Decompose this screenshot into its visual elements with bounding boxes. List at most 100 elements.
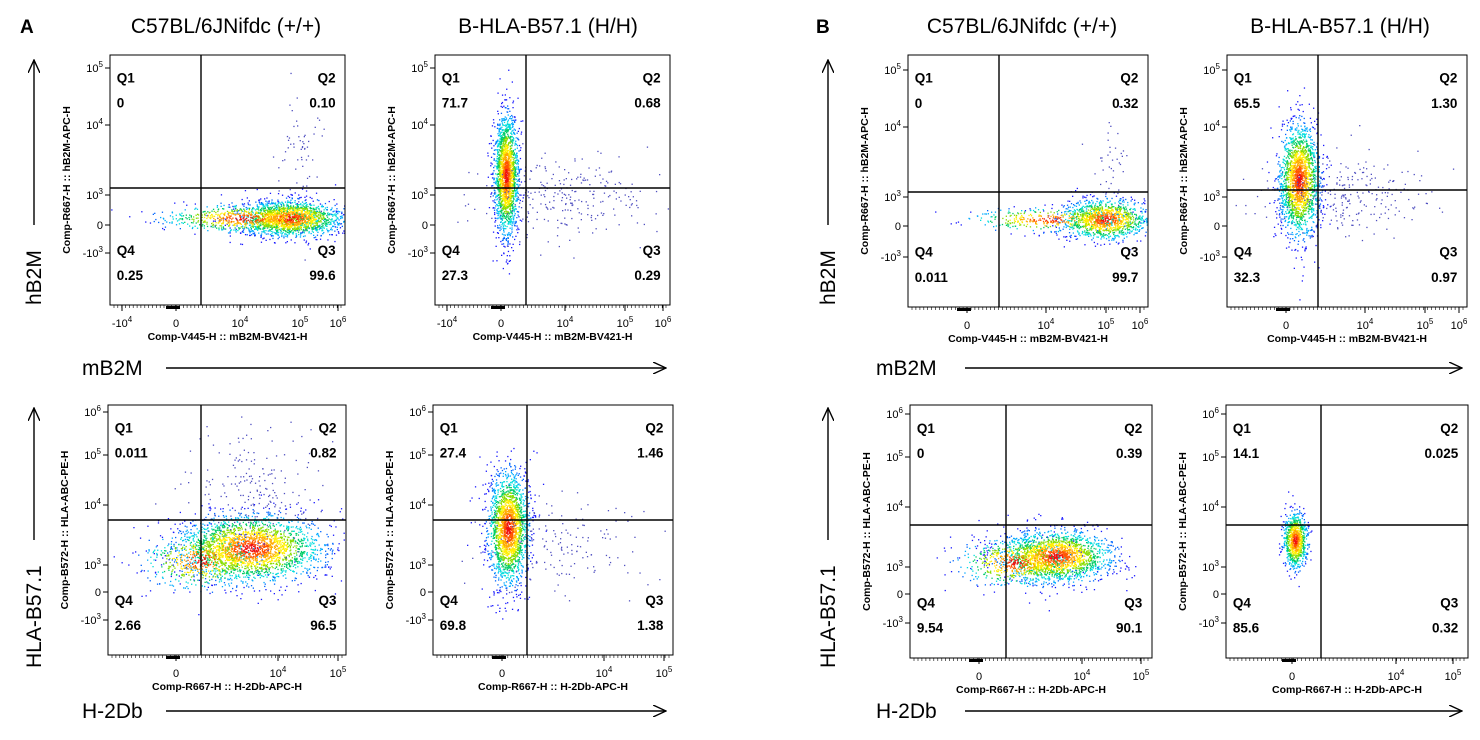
quadrant-label-q2: Q2 <box>645 421 663 436</box>
quadrant-value-q1: 14.1 <box>1233 446 1260 461</box>
x-tick-label: 0 <box>964 320 970 332</box>
y-tick-label: 103 <box>886 559 903 574</box>
event-cloud <box>111 72 345 261</box>
plot-frame <box>1225 404 1469 659</box>
x-tick-label: 105 <box>330 665 347 680</box>
y-tick-label: 103 <box>411 187 428 202</box>
quadrant-label-q3: Q3 <box>1124 595 1143 610</box>
y-tick-label: 103 <box>86 187 103 202</box>
panel-letter-a: A <box>20 17 34 38</box>
x-axis-label: Comp-V445-H :: mB2M-BV421-H <box>948 333 1108 345</box>
y-axis-label: Comp-R667-H :: hB2M-APC-H <box>386 106 398 254</box>
x-tick-label: 104 <box>596 665 613 680</box>
quadrant-value-q3: 96.5 <box>310 618 337 633</box>
quadrant-label-q4: Q4 <box>917 595 936 610</box>
x-tick-label: -104 <box>437 315 458 330</box>
x-tick-label: 105 <box>1098 317 1115 332</box>
plot-frame <box>432 404 674 656</box>
event-cloud <box>935 106 1148 251</box>
y-tick-label: -103 <box>81 612 102 627</box>
column-title-b-wt: C57BL/6JNifdc (+/+) <box>927 15 1117 38</box>
row-top-y-axis-a: hB2M <box>23 60 46 305</box>
y-tick-label: -103 <box>1200 249 1221 264</box>
y-tick-label: 0 <box>895 221 901 233</box>
event-cloud <box>1278 491 1313 588</box>
x-tick-label: 106 <box>1451 317 1468 332</box>
quadrant-label-q3: Q3 <box>1120 245 1139 260</box>
x-tick-label: 0 <box>1283 320 1289 332</box>
event-cloud <box>936 513 1152 612</box>
quadrant-label-q3: Q3 <box>318 593 337 608</box>
y-tick-label: 0 <box>1213 589 1219 601</box>
x-tick-label: 104 <box>1357 317 1374 332</box>
row-bottom-x-axis-b: H-2Db <box>876 700 1462 723</box>
event-cloud <box>1235 87 1455 301</box>
x-tick-label: 105 <box>656 665 673 680</box>
quadrant-value-q1: 0 <box>917 446 925 461</box>
quadrant-label-q1: Q1 <box>917 421 936 436</box>
y-tick-label: 0 <box>420 587 426 599</box>
x-axis-label: Comp-V445-H :: mB2M-BV421-H <box>473 331 633 343</box>
y-tick-label: -103 <box>883 615 904 630</box>
flow-plot-4: Q1 65.5 Q2 1.30 Q4 32.3 Q3 0.97 0 104 105 106 -103 0 1… <box>1178 54 1468 345</box>
x-tick-label: 105 <box>292 315 309 330</box>
x-tick-label: 104 <box>1074 668 1091 683</box>
x-tick-label: 106 <box>330 315 347 330</box>
quadrant-value-q2: 1.46 <box>637 446 664 461</box>
y-axis-label: Comp-B572-H :: HLA-ABC-PE-H <box>1177 452 1189 611</box>
quadrant-label-q4: Q4 <box>1233 595 1252 610</box>
quadrant-label-q2: Q2 <box>643 71 661 86</box>
flow-plot-6: Q1 27.4 Q2 1.46 Q4 69.8 Q3 1.38 0 104 105 -103 0 103 1… <box>384 404 674 693</box>
quadrant-value-q2: 0.68 <box>634 96 661 111</box>
y-axis-label: Comp-B572-H :: HLA-ABC-PE-H <box>384 451 396 610</box>
y-tick-label: 0 <box>97 220 103 232</box>
x-tick-label: 104 <box>1038 317 1055 332</box>
column-title-a-hh: B-HLA-B57.1 (H/H) <box>458 15 638 38</box>
y-tick-label: 104 <box>884 119 901 134</box>
y-tick-label: 103 <box>1203 189 1220 204</box>
y-tick-label: 105 <box>84 447 101 462</box>
quadrant-value-q3: 0.29 <box>634 268 660 283</box>
quadrant-label-q1: Q1 <box>442 71 461 86</box>
row-top-y-label-a: hB2M <box>23 250 46 305</box>
y-tick-label: 104 <box>886 499 903 514</box>
quadrant-label-q3: Q3 <box>643 243 662 258</box>
event-cloud <box>457 69 669 275</box>
quadrant-value-q2: 0.39 <box>1116 446 1142 461</box>
quadrant-label-q4: Q4 <box>1234 245 1253 260</box>
quadrant-label-q4: Q4 <box>440 593 459 608</box>
row-top-x-label-a: mB2M <box>82 357 143 380</box>
quadrant-value-q4: 2.66 <box>115 618 142 633</box>
plot-frame <box>109 54 346 306</box>
column-title-a-wt: C57BL/6JNifdc (+/+) <box>131 15 321 38</box>
quadrant-label-q1: Q1 <box>1234 71 1253 86</box>
quadrant-value-q4: 0.25 <box>117 268 144 283</box>
y-axis-label: Comp-R667-H :: hB2M-APC-H <box>61 106 73 254</box>
quadrant-label-q3: Q3 <box>1439 245 1458 260</box>
x-tick-label: 105 <box>1417 317 1434 332</box>
x-axis-label: Comp-R667-H :: H-2Db-APC-H <box>1272 684 1422 696</box>
y-tick-label: 103 <box>884 189 901 204</box>
y-tick-label: -103 <box>881 249 902 264</box>
row-bottom-x-label-b: H-2Db <box>876 700 937 723</box>
x-tick-label: 0 <box>498 318 504 330</box>
flow-plot-8: Q1 14.1 Q2 0.025 Q4 85.6 Q3 0.32 0 104 105 -103 0 103… <box>1177 404 1469 696</box>
quadrant-value-q1: 0 <box>117 96 125 111</box>
y-tick-label: 105 <box>86 60 103 75</box>
y-tick-label: 105 <box>411 60 428 75</box>
x-tick-label: 105 <box>1445 668 1462 683</box>
quadrant-label-q2: Q2 <box>1439 71 1457 86</box>
row-top-x-axis-a: mB2M <box>82 357 666 380</box>
x-tick-label: 0 <box>499 668 505 680</box>
flow-plot-2: Q1 71.7 Q2 0.68 Q4 27.3 Q3 0.29 -104 0 104 105 106 -1… <box>386 54 672 343</box>
plots: Q1 0 Q2 0.10 Q4 0.25 Q3 99.6 -104 0 104 105 106 -103 0… <box>59 54 1469 696</box>
y-tick-label: 106 <box>84 404 101 419</box>
x-tick-label: 0 <box>976 671 982 683</box>
plot-frame <box>909 404 1153 659</box>
x-tick-label: 104 <box>232 315 249 330</box>
row-bottom-y-label-a: HLA-B57.1 <box>23 565 46 668</box>
quadrant-value-q3: 0.32 <box>1432 621 1458 636</box>
x-tick-label: 106 <box>655 315 672 330</box>
y-tick-label: 106 <box>1202 406 1219 421</box>
quadrant-value-q3: 99.6 <box>309 268 336 283</box>
